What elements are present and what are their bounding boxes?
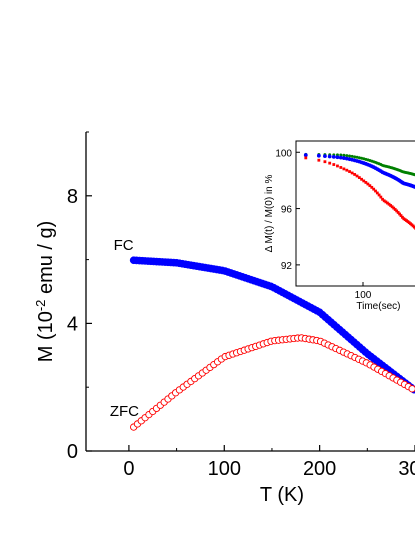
- inset-point: [357, 176, 361, 179]
- inset-point: [350, 154, 354, 158]
- series-zfc: [130, 334, 415, 431]
- inset-series-blue: [303, 153, 415, 189]
- inset-y-tick-label: 96: [281, 205, 293, 216]
- inset-point: [342, 153, 346, 157]
- y-tick-label: 0: [67, 441, 78, 463]
- inset-point: [360, 177, 363, 181]
- inset-point: [339, 166, 343, 169]
- inset-point: [387, 202, 391, 206]
- inset-point: [357, 156, 361, 160]
- inset-point: [393, 208, 397, 211]
- inset-point: [372, 187, 376, 191]
- inset-point: [366, 182, 370, 186]
- inset-point: [345, 168, 349, 172]
- inset-point: [323, 160, 327, 164]
- inset-point: [370, 185, 374, 189]
- inset-y-axis-label: Δ M(t) / M(0) in %: [264, 174, 275, 252]
- y-tick-label: 8: [67, 186, 78, 208]
- inset-point: [381, 197, 384, 201]
- inset-point: [362, 179, 366, 183]
- inset-point: [364, 181, 368, 184]
- inset-point: [335, 155, 340, 160]
- fc-annotation: FC: [114, 237, 134, 254]
- inset-point: [316, 153, 321, 158]
- inset-point: [374, 189, 377, 193]
- inset-point: [304, 156, 308, 160]
- inset-point: [384, 200, 388, 204]
- inset-point: [401, 215, 404, 219]
- series-fc: [129, 256, 415, 394]
- inset-point: [345, 154, 349, 158]
- main-chart: 0 100 200 300 0 4 8 FC ZFC T (K) M (10-2 emu /…: [33, 131, 415, 506]
- inset-point: [353, 155, 357, 159]
- y-axis-label: M (10-2 emu / g): [33, 221, 58, 363]
- inset-point: [327, 154, 332, 159]
- zfc-point: [408, 385, 415, 393]
- inset-point: [386, 201, 389, 205]
- inset-point: [398, 212, 401, 216]
- zfc-annotation: ZFC: [110, 403, 139, 420]
- inset-point: [390, 205, 394, 209]
- inset-point: [303, 153, 308, 157]
- inset-point: [355, 174, 359, 178]
- inset-point: [332, 163, 336, 166]
- y-tick-label: 4: [67, 313, 78, 335]
- inset-point: [353, 173, 357, 176]
- inset-point: [412, 225, 415, 229]
- x-tick-label: 0: [123, 458, 134, 480]
- inset-point: [348, 170, 351, 173]
- inset-point: [377, 193, 381, 197]
- inset-point: [375, 191, 379, 195]
- inset-series-red: [304, 156, 415, 230]
- inset-series-green: [304, 152, 415, 177]
- inset-point: [336, 164, 339, 168]
- inset-point: [389, 204, 393, 207]
- inset-point: [399, 214, 403, 218]
- inset-x-tick-label: 100: [355, 290, 372, 301]
- inset-point: [328, 161, 332, 165]
- inset-y-tick-label: 92: [281, 261, 293, 272]
- inset-frame: [295, 140, 415, 287]
- inset-point: [339, 153, 343, 157]
- x-axis-label: T (K): [260, 484, 304, 506]
- inset-point: [379, 195, 383, 199]
- inset-point: [382, 199, 386, 203]
- inset-point: [342, 167, 346, 171]
- inset-y-tick-label: 100: [275, 148, 292, 159]
- inset-point: [368, 184, 372, 188]
- inset-point: [355, 155, 359, 159]
- inset-point: [331, 154, 336, 159]
- x-tick-label: 200: [303, 458, 336, 480]
- inset-point: [338, 155, 343, 160]
- x-tick-label: 300: [398, 458, 415, 480]
- inset-point: [350, 171, 354, 175]
- inset-point: [341, 156, 346, 160]
- inset-point: [392, 206, 396, 210]
- x-tick-label: 100: [208, 458, 241, 480]
- inset-point: [317, 158, 321, 162]
- inset-point: [396, 211, 400, 214]
- inset-point: [348, 154, 352, 158]
- inset-point: [395, 209, 399, 213]
- inset-x-axis-label: Time(sec): [356, 301, 400, 312]
- inset-chart: 100 92 96 100 Time(sec) Δ M(t) / M(0) in %: [264, 140, 415, 312]
- inset-point: [323, 154, 327, 158]
